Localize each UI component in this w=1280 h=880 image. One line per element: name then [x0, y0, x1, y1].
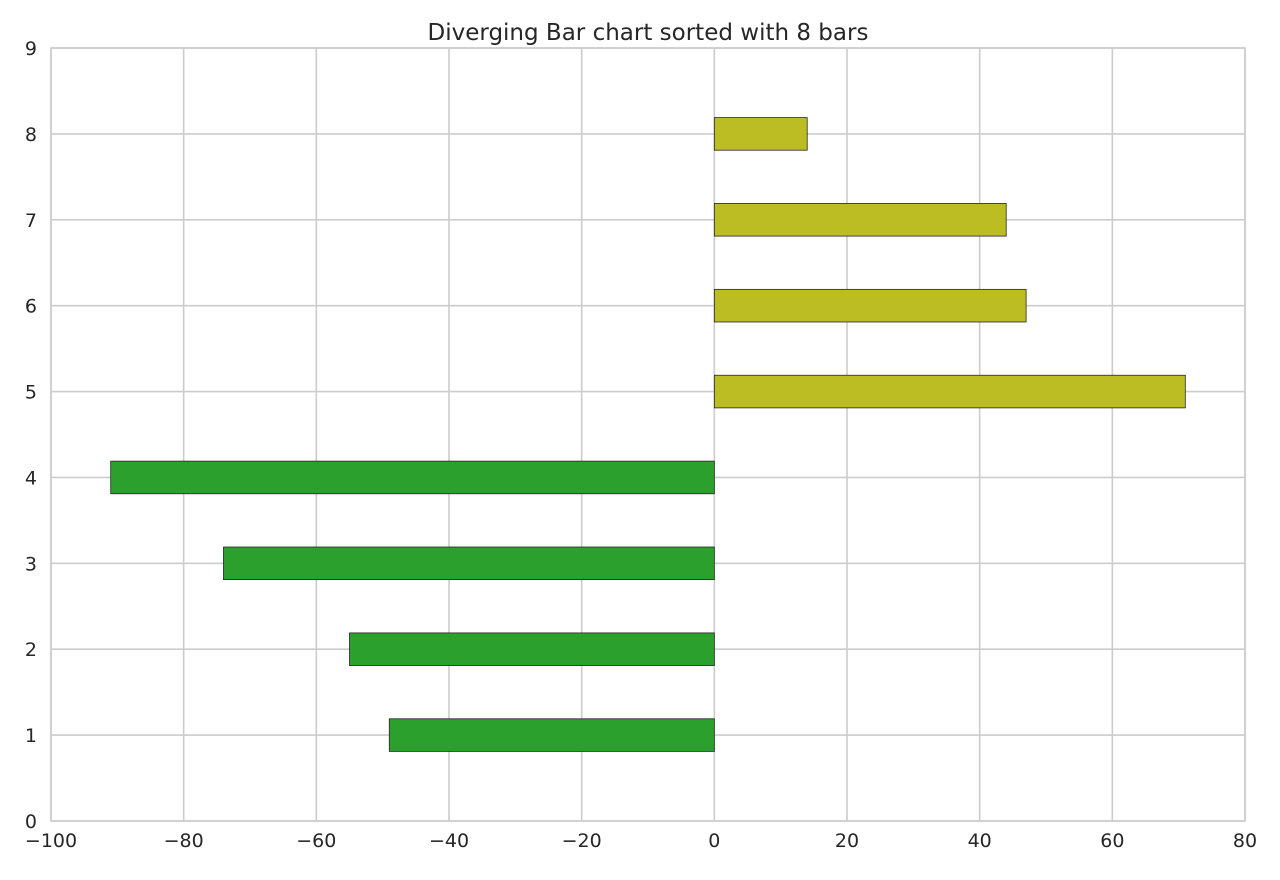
bar-7 [713, 203, 1007, 237]
gridlines [50, 47, 1246, 822]
y-tick-label: 9 [25, 38, 37, 60]
bar-3 [223, 546, 715, 581]
y-tick-label: 1 [25, 725, 37, 747]
x-tick-label: −80 [164, 830, 204, 852]
x-axis-ticks: −100 −80 −60 −40 −20 0 20 40 60 80 [25, 830, 1257, 852]
x-tick-label: −40 [429, 830, 469, 852]
y-tick-label: 0 [25, 811, 37, 833]
y-tick-label: 2 [25, 639, 37, 661]
bar-2 [349, 632, 715, 666]
y-tick-label: 6 [25, 296, 37, 318]
y-tick-label: 4 [25, 467, 37, 489]
y-tick-label: 5 [25, 382, 37, 404]
x-tick-label: 40 [968, 830, 992, 852]
y-axis-ticks: 0 1 2 3 4 5 6 7 8 9 [25, 38, 37, 833]
y-tick-label: 8 [25, 124, 37, 146]
y-tick-label: 3 [25, 553, 37, 575]
bars [110, 117, 1186, 752]
bar-4 [110, 460, 715, 495]
x-tick-label: 80 [1233, 830, 1257, 852]
x-tick-label: −20 [562, 830, 602, 852]
plot-frame [50, 47, 1246, 822]
x-tick-label: 60 [1100, 830, 1124, 852]
x-tick-label: −100 [25, 830, 77, 852]
chart-title: Diverging Bar chart sorted with 8 bars [428, 20, 869, 46]
bar-5 [713, 374, 1186, 409]
x-tick-label: −60 [296, 830, 336, 852]
bar-8 [713, 117, 808, 151]
x-tick-label: 20 [835, 830, 859, 852]
bar-6 [713, 288, 1027, 323]
x-tick-label: 0 [708, 830, 720, 852]
bar-1 [388, 718, 715, 752]
y-tick-label: 7 [25, 210, 37, 232]
